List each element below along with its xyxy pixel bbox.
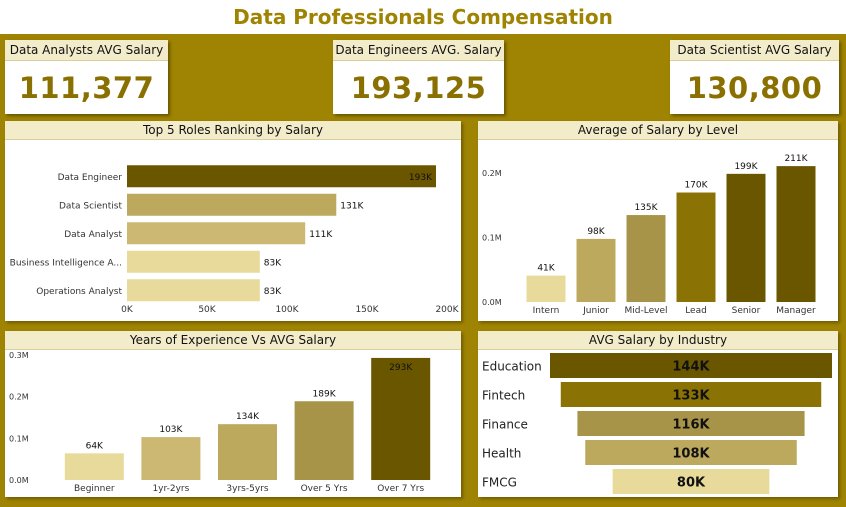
bar-over-7-yrs [371, 357, 431, 480]
data-label-senior: 199K [734, 162, 758, 172]
panel-title: Average of Salary by Level [478, 121, 838, 140]
category-label-over-7-yrs: Over 7 Yrs [377, 484, 424, 494]
kpi-value: 111,377 [18, 71, 155, 105]
data-label-business-intelligence-a: 83K [264, 258, 282, 268]
roles-ranking-chart: Data Engineer 193K Data Scientist 131K Data … [10, 165, 460, 315]
data-label-over-7-yrs: 293K [389, 363, 413, 373]
category-label-data-analyst: Data Analyst [64, 230, 122, 240]
x-tick-label: 100K [275, 305, 299, 315]
industry-funnel-chart: Education 144K Fintech 133K Finance 116K Healt… [482, 353, 832, 494]
data-label-health: 108K [672, 447, 710, 462]
y-tick-label: 0.0M [9, 476, 29, 485]
funnel-bar-health [585, 440, 797, 465]
data-label-1yr-2yrs: 103K [159, 425, 183, 435]
industry-panel: AVG Salary by Industry Education 144K Fint… [478, 331, 838, 497]
panel-title: Top 5 Roles Ranking by Salary [5, 121, 461, 140]
kpi-label: Data Analysts AVG Salary [5, 40, 168, 61]
kpi-label: Data Scientist AVG Salary [670, 40, 839, 61]
category-label-beginner: Beginner [74, 484, 115, 494]
bar-1yr-2yrs [141, 437, 201, 480]
bar-operations-analyst [127, 279, 260, 302]
data-label-junior: 98K [587, 227, 605, 237]
category-label-data-engineer: Data Engineer [58, 173, 123, 183]
y-tick-label: 0.2M [482, 169, 502, 178]
category-label-fmcg: FMCG [482, 476, 517, 490]
funnel-bar-education [550, 353, 832, 378]
bar-data-engineer [127, 165, 436, 188]
bar-beginner [64, 453, 124, 480]
data-label-3yrs-5yrs: 134K [236, 412, 260, 422]
kpi-label: Data Engineers AVG. Salary [333, 40, 504, 61]
title-bar: Data Professionals Compensation [0, 0, 846, 34]
bar-junior [576, 238, 616, 302]
bar-manager [776, 166, 816, 302]
data-label-fmcg: 80K [677, 476, 706, 491]
page-title: Data Professionals Compensation [233, 5, 613, 29]
category-label-finance: Finance [482, 418, 528, 432]
category-label-junior: Junior [582, 306, 609, 316]
category-label-manager: Manager [776, 306, 816, 316]
x-tick-label: 150K [355, 305, 379, 315]
bar-lead [676, 192, 716, 302]
kpi-card-data-analysts: Data Analysts AVG Salary 111,377 [5, 40, 168, 114]
x-tick-label: 50K [198, 305, 216, 315]
data-label-data-engineer: 193K [409, 173, 433, 183]
data-label-education: 144K [672, 360, 710, 375]
kpi-value: 130,800 [686, 71, 823, 105]
category-label-operations-analyst: Operations Analyst [36, 287, 122, 297]
category-label-mid-level: Mid-Level [625, 306, 668, 316]
data-label-over-5-yrs: 189K [313, 389, 337, 399]
y-tick-label: 0.1M [9, 434, 29, 443]
data-label-operations-analyst: 83K [264, 287, 282, 297]
bar-senior [726, 173, 766, 302]
bar-over-5-yrs [294, 401, 354, 480]
category-label-3yrs-5yrs: 3yrs-5yrs [226, 484, 268, 494]
category-label-intern: Intern [533, 306, 560, 316]
x-tick-label: 200K [435, 305, 459, 315]
panel-title: Years of Experience Vs AVG Salary [5, 331, 461, 350]
data-label-data-analyst: 111K [309, 230, 333, 240]
bar-3yrs-5yrs [218, 424, 277, 480]
category-label-health: Health [482, 447, 521, 461]
salary-by-level-chart: 0.0M 0.1M 0.2M 41K Intern 98K Junior 135K Mid-Le… [482, 154, 816, 316]
data-label-lead: 170K [684, 181, 708, 191]
data-label-fintech: 133K [672, 389, 710, 404]
funnel-bar-fintech [560, 382, 822, 407]
data-label-mid-level: 135K [634, 203, 658, 213]
y-tick-label: 0.2M [9, 393, 29, 402]
bar-business-intelligence-a [127, 250, 260, 273]
category-label-senior: Senior [732, 306, 761, 316]
kpi-card-data-scientist: Data Scientist AVG Salary 130,800 [670, 40, 839, 114]
experience-panel: Years of Experience Vs AVG Salary 0.0M 0.… [5, 331, 461, 497]
bar-data-scientist [127, 193, 337, 216]
roles-ranking-panel: Top 5 Roles Ranking by Salary Data Engin… [5, 121, 461, 321]
panel-title: AVG Salary by Industry [478, 331, 838, 350]
data-label-finance: 116K [672, 418, 710, 433]
y-tick-label: 0.0M [482, 298, 502, 307]
category-label-over-5-yrs: Over 5 Yrs [301, 484, 348, 494]
data-label-intern: 41K [537, 264, 555, 274]
category-label-1yr-2yrs: 1yr-2yrs [152, 484, 189, 494]
kpi-card-data-engineers: Data Engineers AVG. Salary 193,125 [333, 40, 504, 114]
category-label-education: Education [482, 360, 542, 374]
data-label-beginner: 64K [86, 441, 104, 451]
category-label-business-intelligence-a: Business Intelligence A... [10, 258, 122, 268]
x-tick-label: 0K [121, 305, 134, 315]
category-label-lead: Lead [685, 306, 707, 316]
y-tick-label: 0.3M [9, 351, 29, 360]
data-label-manager: 211K [784, 154, 808, 164]
data-label-data-scientist: 131K [340, 201, 364, 211]
bar-intern [526, 275, 566, 302]
salary-by-level-panel: Average of Salary by Level 0.0M 0.1M 0.2M 4… [478, 121, 838, 321]
bar-mid-level [626, 215, 666, 302]
funnel-bar-finance [577, 411, 805, 436]
kpi-value: 193,125 [350, 71, 487, 105]
funnel-bar-fmcg [612, 469, 770, 494]
bar-data-analyst [127, 222, 306, 245]
y-tick-label: 0.1M [482, 234, 502, 243]
experience-chart: 0.0M 0.1M 0.2M 0.3M 64K Beginner 103K 1yr-2yrs 1… [9, 351, 431, 494]
category-label-fintech: Fintech [482, 389, 525, 403]
category-label-data-scientist: Data Scientist [59, 201, 122, 211]
